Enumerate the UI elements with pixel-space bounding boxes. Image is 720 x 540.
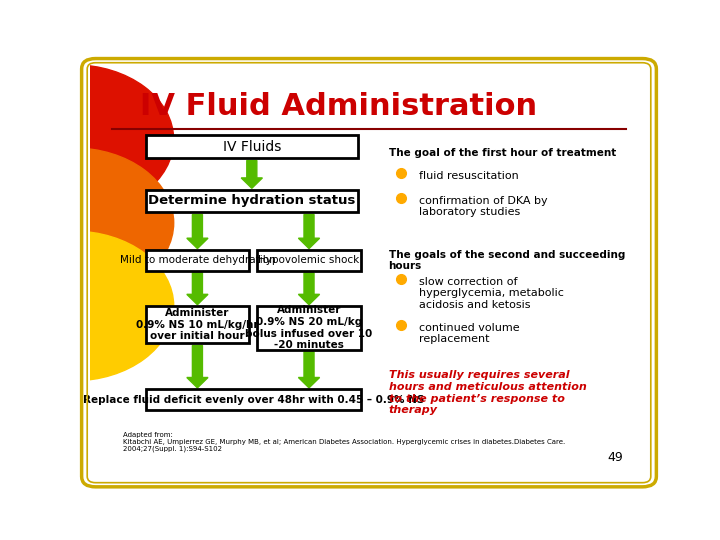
Text: 49: 49 [607,451,623,464]
Text: Hypovolemic shock: Hypovolemic shock [258,255,360,265]
Text: Adapted from:
Kitabchi AE, Umpierrez GE, Murphy MB, et al; American Diabetes Ass: Adapted from: Kitabchi AE, Umpierrez GE,… [124,431,566,452]
Text: Mild to moderate dehydration: Mild to moderate dehydration [120,255,275,265]
Text: Administer
0.9% NS 10 mL/kg/hr
over initial hour: Administer 0.9% NS 10 mL/kg/hr over init… [136,308,258,341]
Polygon shape [186,214,208,248]
Polygon shape [298,214,320,248]
FancyBboxPatch shape [258,250,361,271]
Text: IV Fluids: IV Fluids [222,140,281,154]
Circle shape [0,231,174,381]
Circle shape [0,65,174,214]
Text: continued volume
replacement: continued volume replacement [419,322,520,344]
Polygon shape [186,346,208,388]
Text: slow correction of
hyperglycemia, metabolic
acidosis and ketosis: slow correction of hyperglycemia, metabo… [419,277,564,310]
FancyBboxPatch shape [145,136,358,158]
Polygon shape [298,273,320,305]
Text: IV Fluid Administration: IV Fluid Administration [140,92,537,121]
Polygon shape [241,160,262,188]
Text: The goal of the first hour of treatment: The goal of the first hour of treatment [389,148,616,158]
Text: Replace fluid deficit evenly over 48hr with 0.45 – 0.9% NS: Replace fluid deficit evenly over 48hr w… [83,395,424,404]
Text: Determine hydration status: Determine hydration status [148,194,356,207]
Polygon shape [298,352,320,388]
Circle shape [0,148,174,298]
FancyBboxPatch shape [145,190,358,212]
Text: The goals of the second and succeeding
hours: The goals of the second and succeeding h… [389,250,625,272]
Text: Administer
0.9% NS 20 mL/kg
bolus infused over 10
-20 minutes: Administer 0.9% NS 20 mL/kg bolus infuse… [246,306,373,350]
Polygon shape [186,273,208,305]
FancyBboxPatch shape [258,306,361,349]
Text: fluid resuscitation: fluid resuscitation [419,171,519,181]
FancyBboxPatch shape [145,389,361,410]
Text: confirmation of DKA by
laboratory studies: confirmation of DKA by laboratory studie… [419,196,548,218]
FancyBboxPatch shape [145,250,249,271]
Text: This usually requires several
hours and meticulous attention
to the patient’s re: This usually requires several hours and … [389,370,586,415]
FancyBboxPatch shape [145,306,249,343]
